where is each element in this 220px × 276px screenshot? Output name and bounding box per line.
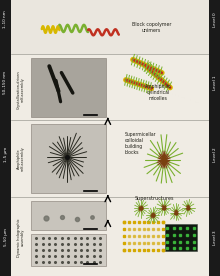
Text: 1–5 μm: 1–5 μm [4,147,7,162]
Text: Amphiphilic
cylindrical
micelles: Amphiphilic cylindrical micelles [145,84,172,101]
Text: Superstructures: Superstructures [134,197,174,201]
Text: Block copolymer
unimers: Block copolymer unimers [132,22,171,33]
Text: 1–10 nm: 1–10 nm [4,10,7,28]
Text: Amphiphile
self-assembly: Amphiphile self-assembly [16,146,25,171]
Bar [31,124,106,193]
Bar [31,58,106,117]
Text: Level 1: Level 1 [213,76,216,90]
Text: Level 0: Level 0 [213,12,216,26]
Bar [31,201,106,230]
Text: 5–50 μm: 5–50 μm [4,228,7,246]
Bar [0,0,11,276]
Text: Level 3: Level 3 [213,230,216,245]
Bar [31,234,106,266]
Text: Supermicellar
colloidal
building
blocks: Supermicellar colloidal building blocks [124,132,156,155]
Text: Level 2: Level 2 [213,147,216,162]
Text: 50–150 nm: 50–150 nm [4,71,7,94]
Text: Crystallization-driven
self-assembly: Crystallization-driven self-assembly [16,70,25,109]
Bar [165,224,197,251]
Text: Dynamic holographic
assembly: Dynamic holographic assembly [16,218,25,257]
Bar [11,0,209,54]
Bar [209,0,220,276]
